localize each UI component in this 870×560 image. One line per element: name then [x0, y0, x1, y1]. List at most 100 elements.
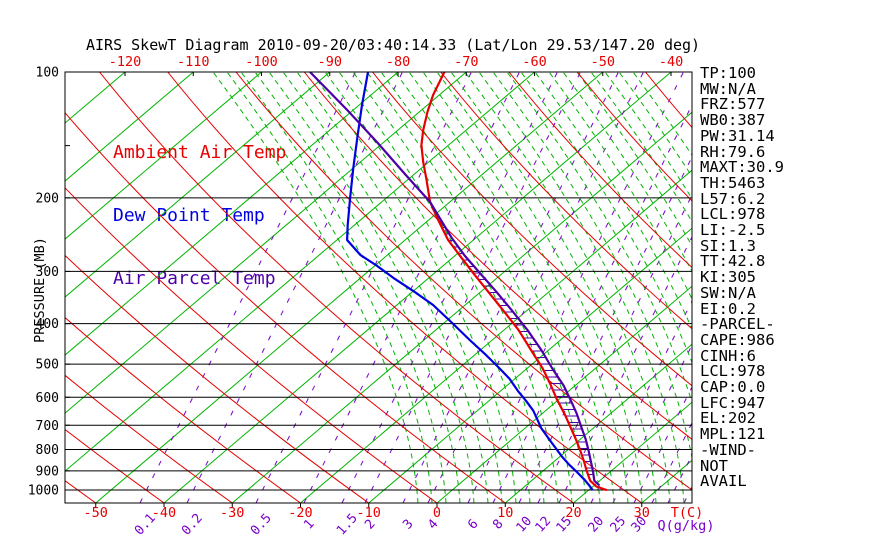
mixing-ratio-line [558, 235, 692, 503]
bottom-temp-label: -20 [288, 505, 312, 521]
moist-adiabat-line [604, 72, 692, 200]
moist-adiabat-line [380, 72, 587, 503]
pressure-tick-label: 900 [36, 464, 59, 479]
legend-item-dewpoint: Dew Point Temp [113, 205, 265, 226]
moist-adiabat-line [282, 72, 489, 503]
isotherm-line [504, 343, 692, 503]
panel-line: MPL:121 [700, 425, 766, 444]
mixing-ratio-line [590, 299, 692, 503]
mixing-ratio-line [518, 155, 692, 503]
panel-line: CAPE:986 [700, 330, 775, 349]
top-temp-label: -40 [659, 54, 683, 70]
moist-adiabat-line [268, 72, 475, 503]
dry-adiabat-line [303, 72, 692, 440]
pressure-tick-label: 1000 [28, 484, 59, 499]
panel-line: SI:1.3 [700, 236, 756, 255]
pressure-axis-title: PRESSURE (MB) [32, 237, 48, 343]
pressure-tick-label: 300 [36, 265, 59, 280]
isotherm-line [65, 72, 399, 356]
panel-line: WB0:387 [700, 111, 766, 130]
panel-line: LCL:978 [700, 205, 766, 224]
moist-adiabat-line [324, 72, 531, 503]
top-temp-label: -90 [318, 54, 342, 70]
isotherm-line [65, 72, 126, 124]
panel-line: MAXT:30.9 [700, 158, 784, 177]
mixing-ratio-line [402, 72, 619, 503]
panel-line: -WIND- [700, 440, 756, 459]
panel-line: TP:100 [700, 64, 756, 82]
bottom-temp-label: -10 [357, 505, 381, 521]
isotherm-line [710, 72, 870, 503]
panel-line: CINH:6 [700, 346, 756, 365]
moist-adiabat-line [618, 72, 692, 178]
moist-adiabat-line [296, 72, 503, 503]
mixing-ratio-line [341, 72, 558, 503]
dry-adiabat-line [235, 72, 692, 491]
panel-line: KI:305 [700, 268, 756, 287]
isotherm-line [65, 72, 331, 298]
moist-adiabat-line [310, 72, 517, 503]
isotherm-line [368, 227, 692, 503]
isotherm-line [65, 72, 262, 240]
isotherm-line [163, 72, 672, 503]
panel-line: CAP:0.0 [700, 378, 766, 397]
bottom-temp-label: 20 [565, 505, 581, 521]
panel-line: TT:42.8 [700, 252, 766, 271]
parcel-profile [309, 72, 601, 487]
moist-adiabat-line [226, 72, 433, 503]
moist-adiabat-line [422, 72, 629, 503]
dry-adiabat-line [65, 187, 438, 503]
moist-adiabat-line [338, 72, 545, 503]
page-title: AIRS SkewT Diagram 2010-09-20/03:40:14.3… [86, 36, 701, 54]
dry-adiabat-line [372, 72, 692, 387]
plot-border [64, 71, 693, 504]
dry-adiabat-line [65, 111, 506, 503]
isotherm-line [65, 72, 535, 472]
moist-adiabat-line [520, 72, 692, 365]
mixing-ratio-tick-label: 10 [514, 514, 536, 536]
moist-adiabat-line [464, 72, 671, 503]
dry-adiabat-line [167, 72, 643, 503]
top-temp-label: -100 [245, 54, 278, 70]
panel-line: L57:6.2 [700, 189, 766, 208]
mixing-ratio-line [186, 72, 403, 503]
mixing-ratio-tick-label: 6 [465, 517, 481, 533]
moist-adiabat-line [240, 72, 447, 503]
dry-adiabat-line [508, 72, 692, 269]
moist-adiabat-line [394, 72, 601, 503]
pressure-tick-label: 700 [36, 419, 59, 434]
bottom-temp-label: -30 [220, 505, 244, 521]
mixing-ratio-line [492, 103, 692, 503]
panel-line: TH:5463 [700, 173, 766, 192]
isotherm-line [0, 72, 57, 503]
isotherm-line [436, 285, 692, 503]
panel-line: EI:0.2 [700, 299, 756, 318]
chart-legend: Ambient Air Temp Dew Point Temp Air Parc… [113, 100, 286, 331]
moist-adiabat-line [506, 72, 692, 405]
panel-line: AVAIL [700, 472, 747, 491]
top-temp-label: -110 [177, 54, 210, 70]
panel-line: NOT [700, 456, 728, 475]
panel-line: FRZ:577 [700, 95, 766, 114]
temp-profile [420, 72, 608, 492]
sounding-indices-panel: TP:100 MW:N/A FRZ:577 WB0:387 PW:31.14 RH:79.… [700, 64, 784, 491]
panel-line: SW:N/A [700, 283, 756, 302]
mixing-ratio-line [667, 453, 692, 503]
legend-item-ambient: Ambient Air Temp [113, 142, 287, 163]
moist-adiabat-line [576, 72, 692, 247]
mixing-ratio-line [303, 72, 520, 503]
top-temp-label: -120 [109, 54, 142, 70]
moist-adiabat-line [352, 72, 559, 503]
panel-line: LI:-2.5 [700, 221, 766, 240]
legend-item-parcel: Air Parcel Temp [113, 268, 276, 289]
dry-adiabat-line [440, 72, 692, 330]
moist-adiabat-line [562, 72, 692, 273]
top-temp-label: -80 [386, 54, 410, 70]
moist-adiabat-line [590, 72, 692, 223]
moist-adiabat-line [450, 72, 657, 503]
moist-adiabat-line [254, 72, 461, 503]
dry-adiabat-line [714, 72, 870, 503]
isotherm-line [65, 72, 467, 414]
bottom-temp-label: 0 [433, 505, 441, 521]
